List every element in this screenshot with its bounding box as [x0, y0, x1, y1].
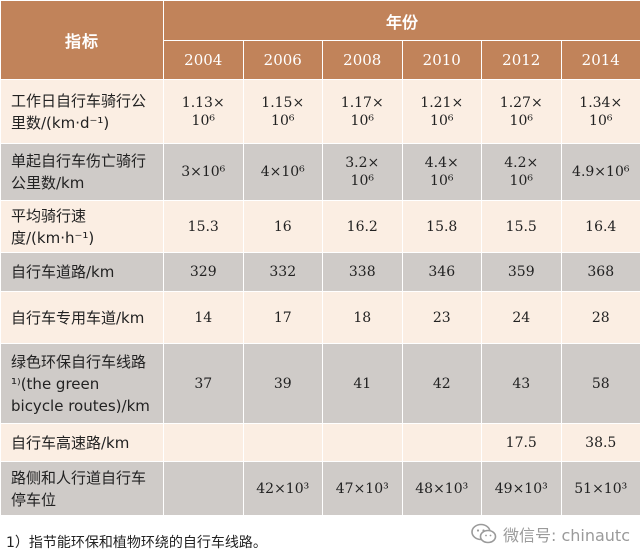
- wechat-watermark: 微信号: chinautc: [471, 522, 630, 546]
- year-header-2006: 2006: [242, 40, 323, 80]
- table-cell: [163, 461, 244, 516]
- table-cell: 37: [163, 343, 244, 424]
- wechat-icon: [471, 523, 497, 545]
- table-cell: 346: [401, 252, 482, 292]
- table-row-average-speed: 平均骑行速度/(km·h⁻¹) 15.3 16 16.2 15.8 15.5 1…: [0, 200, 640, 253]
- table-cell: 332: [242, 252, 323, 292]
- row-label: 自行车道路/km: [0, 252, 164, 292]
- table-cell: 1.27× 10⁶: [481, 79, 562, 144]
- watermark-text: 微信号: chinautc: [502, 526, 630, 545]
- table-cell: 42×10³: [242, 461, 323, 516]
- table-cell: 1.13× 10⁶: [163, 79, 244, 144]
- table-cell: 14: [163, 291, 244, 344]
- table-row-bicycle-roads: 自行车道路/km 329 332 338 346 359 368: [0, 252, 640, 292]
- year-header-2014: 2014: [560, 40, 640, 80]
- table-cell: 38.5: [560, 423, 640, 462]
- table-cell: 39: [242, 343, 323, 424]
- table-cell: 15.5: [481, 200, 562, 253]
- bicycle-statistics-table: 指标 年份 2004 2006 2008 2010 2012 2014 工作日自…: [0, 0, 640, 516]
- table-cell: 58: [560, 343, 640, 424]
- table-cell: 48×10³: [401, 461, 482, 516]
- table-cell: 3.2× 10⁶: [322, 143, 403, 201]
- year-header-2010: 2010: [401, 40, 482, 80]
- data-table-container: 指标 年份 2004 2006 2008 2010 2012 2014 工作日自…: [0, 0, 640, 516]
- table-cell: 3×10⁶: [163, 143, 244, 201]
- row-label: 单起自行车伤亡骑行公里数/km: [0, 143, 164, 201]
- row-label: 平均骑行速度/(km·h⁻¹): [0, 200, 164, 253]
- row-label: 自行车专用车道/km: [0, 291, 164, 344]
- year-group-header: 年份: [162, 0, 640, 41]
- table-row-dedicated-lanes: 自行车专用车道/km 14 17 18 23 24 28: [0, 291, 640, 344]
- table-cell: 1.17× 10⁶: [322, 79, 403, 144]
- table-cell: 1.15× 10⁶: [242, 79, 323, 144]
- table-cell: 41: [322, 343, 403, 424]
- row-label: 绿色环保自行车线路¹⁾(the green bicycle routes)/km: [0, 343, 164, 424]
- table-cell: [163, 423, 244, 462]
- table-row-bicycle-highways: 自行车高速路/km 17.5 38.5: [0, 423, 640, 462]
- table-cell: 51×10³: [560, 461, 640, 516]
- table-cell: 16.4: [560, 200, 640, 253]
- indicator-column-header: 指标: [0, 0, 164, 80]
- table-cell: 17: [242, 291, 323, 344]
- table-cell: 359: [481, 252, 562, 292]
- table-cell: 368: [560, 252, 640, 292]
- year-header-2008: 2008: [322, 40, 403, 80]
- table-cell: 1.34× 10⁶: [560, 79, 640, 144]
- row-label: 工作日自行车骑行公里数/(km·d⁻¹): [0, 79, 164, 144]
- table-cell: 49×10³: [481, 461, 562, 516]
- table-cell: 18: [322, 291, 403, 344]
- table-cell: [242, 423, 323, 462]
- table-row-parking-spaces: 路侧和人行道自行车停车位 42×10³ 47×10³ 48×10³ 49×10³…: [0, 461, 640, 516]
- table-row-green-routes: 绿色环保自行车线路¹⁾(the green bicycle routes)/km…: [0, 343, 640, 424]
- table-cell: 47×10³: [322, 461, 403, 516]
- table-cell: 338: [322, 252, 403, 292]
- table-cell: 28: [560, 291, 640, 344]
- table-cell: 4.4× 10⁶: [401, 143, 482, 201]
- table-cell: [401, 423, 482, 462]
- table-cell: 15.8: [401, 200, 482, 253]
- table-cell: 16.2: [322, 200, 403, 253]
- table-cell: 42: [401, 343, 482, 424]
- row-label: 自行车高速路/km: [0, 423, 164, 462]
- table-cell: 17.5: [481, 423, 562, 462]
- table-footnote: 1）指节能环保和植物环绕的自行车线路。: [6, 535, 267, 551]
- table-row-weekday-km: 工作日自行车骑行公里数/(km·d⁻¹) 1.13× 10⁶ 1.15× 10⁶…: [0, 79, 640, 144]
- table-cell: [322, 423, 403, 462]
- table-cell: 43: [481, 343, 562, 424]
- table-cell: 329: [163, 252, 244, 292]
- table-cell: 24: [481, 291, 562, 344]
- year-header-2004: 2004: [163, 40, 244, 80]
- table-cell: 1.21× 10⁶: [401, 79, 482, 144]
- row-label: 路侧和人行道自行车停车位: [0, 461, 164, 516]
- table-cell: 4.2× 10⁶: [481, 143, 562, 201]
- table-cell: 16: [242, 200, 323, 253]
- table-cell: 4×10⁶: [242, 143, 323, 201]
- table-row-casualty-km: 单起自行车伤亡骑行公里数/km 3×10⁶ 4×10⁶ 3.2× 10⁶ 4.4…: [0, 143, 640, 201]
- table-cell: 4.9×10⁶: [560, 143, 640, 201]
- table-cell: 23: [401, 291, 482, 344]
- year-header-2012: 2012: [481, 40, 562, 80]
- table-cell: 15.3: [163, 200, 244, 253]
